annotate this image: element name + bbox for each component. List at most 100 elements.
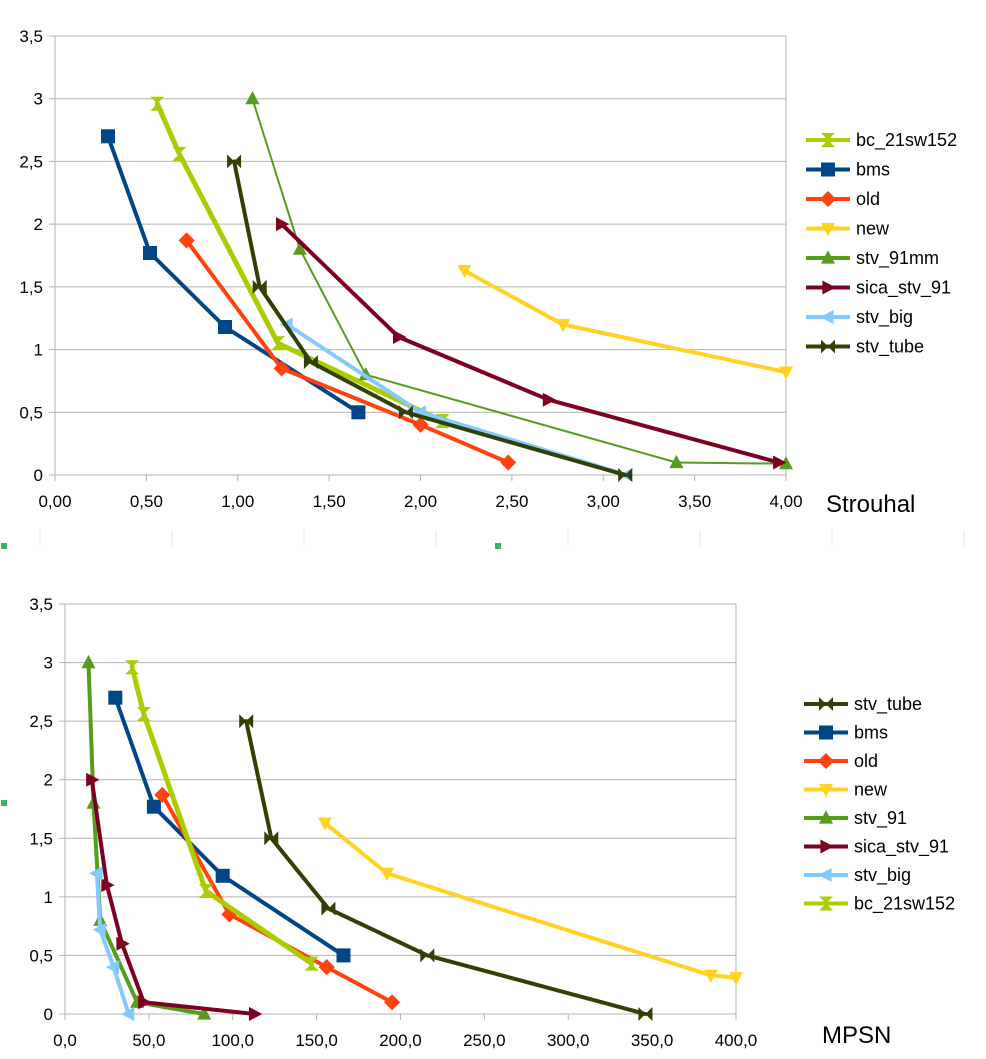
y-tick-label: 1: [34, 341, 43, 360]
series-line-stv_91mm: [251, 97, 787, 465]
series-line-old: [184, 238, 511, 465]
series-line-new: [323, 821, 738, 980]
legend-marker: [820, 839, 834, 854]
data-point-bms: [215, 868, 230, 883]
data-point-sica_stv_91: [86, 772, 100, 787]
x-tick-label: 300,0: [547, 1031, 590, 1050]
x-tick-label: 0,50: [130, 492, 163, 511]
legend-item-old: old: [804, 751, 878, 771]
data-point-stv_tube: [398, 405, 413, 420]
legend-marker: [821, 162, 835, 177]
data-point-stv_big: [121, 1007, 135, 1021]
data-point-new: [380, 867, 395, 882]
x-tick-label: 350,0: [631, 1031, 674, 1050]
x-tick-label: 0,0: [53, 1031, 77, 1050]
chart-1: 0 0,5 1 1,5 2 2,5 3 3,5 0,00 0,50 1,00 1,50 2,00 2,50…: [19, 27, 957, 518]
series-line-bms: [106, 134, 361, 415]
legend-marker: [821, 222, 835, 237]
y-tick-label: 3,5: [19, 27, 43, 46]
x-tick-label: 1,00: [221, 492, 254, 511]
legend-marker: [819, 725, 833, 740]
data-point-stv_91mm: [292, 241, 307, 255]
x-tick-label: 2,50: [495, 492, 528, 511]
legend-label: sica_stv_91: [854, 837, 949, 858]
data-point-old: [273, 360, 290, 377]
data-point-sica_stv_91: [542, 392, 557, 407]
y-tick-label: 1,5: [19, 278, 43, 297]
legend-item-sica_stv_91: sica_stv_91: [806, 278, 951, 299]
data-point-new: [779, 366, 793, 380]
data-point-new: [556, 318, 570, 333]
data-point-bc_21sw152: [271, 336, 285, 351]
legend-label: old: [856, 189, 880, 209]
data-point-bms: [101, 129, 115, 144]
data-point-bms: [146, 799, 161, 814]
legend-marker: [819, 810, 833, 824]
data-point-stv_91mm: [669, 454, 684, 469]
legend-item-bc_21sw152: bc_21sw152: [804, 894, 955, 915]
legend-marker: [821, 133, 835, 147]
legend-item-stv_tube: stv_tube: [806, 337, 924, 358]
data-point-stv_tube: [321, 901, 336, 916]
anchor-handle: [1, 800, 7, 806]
x-tick-label: 200,0: [379, 1031, 422, 1050]
legend-label: new: [854, 780, 888, 800]
data-point-stv_tube: [638, 1007, 653, 1021]
data-point-bms: [351, 405, 366, 420]
y-tick-label: 2: [34, 215, 43, 234]
legend-marker: [820, 310, 834, 324]
y-tick-label: 3: [34, 90, 43, 109]
legend-item-old: old: [806, 189, 880, 209]
legend-marker: [821, 250, 835, 264]
y-tick-label: 2: [44, 771, 53, 790]
data-point-stv_tube: [264, 831, 279, 846]
x-axis-title: Strouhal: [826, 491, 915, 518]
data-point-bc_21sw152: [136, 707, 151, 722]
x-tick-label: 150,0: [295, 1031, 338, 1050]
data-point-old: [384, 994, 401, 1011]
legend-label: bms: [856, 160, 890, 180]
y-tick-label: 1: [44, 888, 53, 907]
y-tick-label: 3,5: [29, 595, 53, 614]
data-point-sica_stv_91: [393, 330, 407, 344]
legend-item-new: new: [804, 780, 888, 800]
x-tick-label: 0,00: [38, 492, 71, 511]
series-line-bc_21sw152: [154, 101, 445, 424]
data-point-stv_tube: [239, 714, 254, 729]
series-line-sica_stv_91: [279, 222, 781, 465]
data-point-bc_21sw152: [150, 96, 165, 111]
series-line-bc_21sw152: [129, 664, 315, 967]
legend-marker: [821, 339, 835, 354]
data-point-bc_21sw152: [198, 884, 213, 898]
y-tick-label: 0,5: [19, 403, 43, 422]
data-point-new: [318, 817, 332, 831]
x-tick-label: 2,00: [404, 492, 437, 511]
data-point-bc_21sw152: [304, 956, 319, 971]
legend-item-sica_stv_91: sica_stv_91: [804, 837, 949, 858]
legend-label: stv_91: [854, 808, 907, 829]
data-point-bms: [218, 320, 232, 334]
legend-item-new: new: [806, 219, 890, 239]
data-point-sica_stv_91: [773, 455, 787, 470]
legend-marker: [819, 783, 833, 798]
data-point-sica_stv_91: [249, 1007, 263, 1021]
x-axis-title: MPSN: [822, 1022, 891, 1049]
data-point-new: [457, 265, 472, 279]
legend-label: bc_21sw152: [856, 130, 957, 151]
legend-label: stv_big: [854, 865, 911, 886]
data-point-bms: [143, 246, 157, 260]
data-point-bc_21sw152: [172, 146, 187, 161]
x-tick-label: 50,0: [132, 1031, 165, 1050]
legend-marker: [819, 190, 837, 208]
legend-label: stv_91mm: [856, 248, 939, 269]
legend-marker: [819, 896, 833, 911]
legend-label: stv_big: [856, 307, 913, 328]
x-tick-label: 400,0: [715, 1031, 758, 1050]
chart-2: 0 0,5 1 1,5 2 2,5 3 3,5 0,0 50,0 100,0 150,0 200,0 25…: [29, 595, 955, 1050]
data-point-bms: [336, 948, 351, 963]
x-tick-label: 250,0: [463, 1031, 506, 1050]
y-tick-label: 2,5: [19, 152, 43, 171]
x-tick-label: 4,00: [769, 492, 802, 511]
